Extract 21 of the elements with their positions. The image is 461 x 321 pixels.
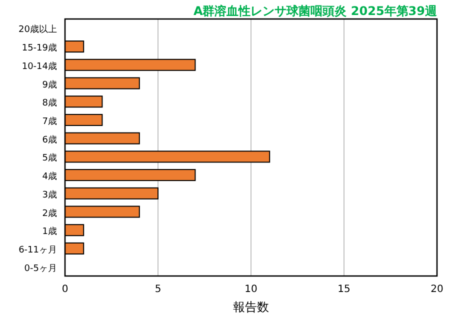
y-tick-label: 2歳 [42, 208, 57, 219]
y-tick-label: 8歳 [42, 98, 57, 109]
y-tick-label: 4歳 [42, 171, 57, 182]
x-tick-label: 20 [430, 284, 444, 295]
y-tick-label: 0-5ヶ月 [24, 264, 57, 274]
chart-title: A群溶血性レンサ球菌咽頭炎 2025年第39週 [193, 4, 438, 18]
x-tick-label: 10 [244, 284, 258, 295]
y-tick-label: 3歳 [42, 189, 57, 200]
y-tick-label: 6歳 [42, 134, 57, 146]
y-tick-label: 7歳 [42, 116, 57, 127]
y-tick-label: 9歳 [42, 79, 57, 90]
y-tick-label: 5歳 [42, 152, 57, 164]
y-tick-label: 20歳以上 [18, 24, 57, 36]
y-tick-label: 10-14歳 [22, 60, 57, 72]
y-tick-label: 1歳 [42, 226, 57, 238]
x-axis-title: 報告数 [233, 300, 269, 314]
y-tick-label: 6-11ヶ月 [18, 245, 57, 256]
y-tick-label: 15-19歳 [22, 42, 57, 54]
x-tick-label: 0 [62, 284, 68, 295]
x-tick-label: 15 [338, 284, 350, 295]
x-tick-label: 5 [154, 284, 162, 295]
